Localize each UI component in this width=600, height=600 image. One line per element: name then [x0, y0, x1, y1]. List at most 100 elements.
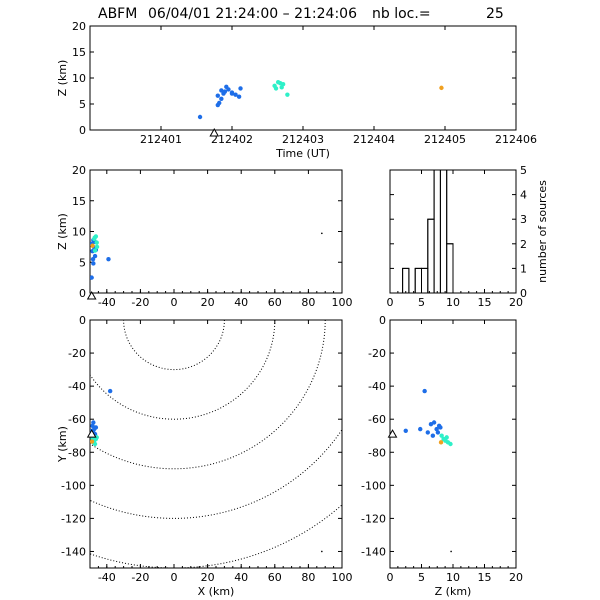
y-tick-label: 10 — [72, 226, 86, 239]
source-point — [438, 425, 443, 430]
y-tick-label: 5 — [79, 98, 86, 111]
x-tick-label: 212401 — [140, 133, 182, 146]
x-tick-label: 212405 — [424, 133, 466, 146]
station-triangle-icon — [209, 127, 220, 137]
stray-mark — [450, 550, 452, 553]
x-tick-label: 80 — [301, 296, 315, 309]
y-tick-label: 15 — [72, 195, 86, 208]
y-tick-label: 0 — [520, 287, 527, 300]
panel-time-height: 212401 212402 212403 212404 212405 212406 0 5 10… — [56, 20, 537, 160]
y-tick-label: -40 — [368, 380, 386, 393]
source-point — [219, 88, 224, 93]
y-tick-label: 0 — [79, 314, 86, 327]
x-tick-label: 20 — [201, 571, 215, 584]
source-point — [94, 240, 99, 245]
plot-content — [403, 388, 453, 553]
x-tick-label: 100 — [332, 571, 353, 584]
source-point — [425, 430, 430, 435]
x-tick-label: 60 — [268, 571, 282, 584]
source-point — [430, 433, 436, 438]
source-point — [94, 244, 100, 250]
x-tick-label: -20 — [131, 571, 149, 584]
source-point — [92, 235, 97, 240]
source-point — [90, 275, 94, 280]
source-point — [448, 441, 453, 447]
histogram-bar — [446, 243, 454, 293]
source-point — [285, 92, 290, 97]
x-tick-label: 5 — [418, 296, 425, 309]
histogram-bar — [421, 267, 429, 293]
source-point — [90, 439, 95, 444]
y-tick-label: -80 — [368, 446, 386, 459]
plot-frame — [89, 319, 343, 569]
source-point — [434, 426, 439, 432]
y-tick-label: 1 — [520, 262, 527, 275]
source-point — [215, 93, 220, 98]
source-point — [439, 433, 444, 438]
x-tick-label: 0 — [387, 571, 394, 584]
y-tick-label: 0 — [379, 314, 386, 327]
source-point — [222, 89, 228, 94]
y-axis-label: number of sources — [536, 180, 549, 283]
source-point — [403, 428, 408, 433]
source-point — [197, 114, 203, 120]
x-tick-label: 20 — [201, 296, 215, 309]
panel-x-height: -40 -20 0 20 40 60 80 100 0 5 10 15 20 Z (km) — [56, 164, 353, 309]
histogram-bar — [439, 170, 448, 293]
stray-mark — [321, 550, 323, 553]
panel-height-y: 0 5 10 15 20 0 -20 -40 -60 -80 -100 -120 -140 Z (km) — [361, 314, 523, 598]
x-tick-label: 60 — [268, 296, 282, 309]
y-tick-label: -80 — [68, 446, 86, 459]
source-point — [422, 388, 427, 394]
station-triangle-icon — [86, 429, 97, 438]
y-tick-label: -120 — [361, 512, 386, 525]
y-tick-label: 15 — [72, 46, 86, 59]
y-tick-label: 2 — [520, 238, 527, 251]
x-tick-label: -40 — [98, 296, 116, 309]
source-point — [439, 85, 444, 91]
plot-content — [197, 79, 444, 120]
y-tick-label: -100 — [361, 479, 386, 492]
source-point — [107, 388, 113, 394]
plot-frame — [89, 25, 517, 131]
x-tick-label: 212404 — [353, 133, 395, 146]
plot-frame — [389, 319, 517, 569]
x-tick-label: 0 — [387, 296, 394, 309]
x-tick-label: 5 — [418, 571, 425, 584]
y-tick-label: 0 — [79, 124, 86, 137]
range-ring — [123, 320, 225, 371]
x-tick-label: 0 — [171, 571, 178, 584]
source-point — [91, 261, 96, 266]
x-tick-label: 15 — [478, 296, 492, 309]
station-triangle-icon — [86, 290, 97, 300]
x-tick-label: 10 — [446, 571, 460, 584]
source-point — [91, 420, 96, 425]
x-tick-label: 212406 — [495, 133, 537, 146]
source-point — [224, 84, 229, 90]
source-point — [233, 92, 238, 97]
histogram-bar — [433, 170, 441, 293]
range-ring — [90, 320, 276, 420]
source-point — [438, 440, 444, 445]
source-point — [238, 86, 243, 91]
x-tick-label: -20 — [131, 296, 149, 309]
x-tick-label: 40 — [234, 296, 248, 309]
source-point — [278, 81, 283, 86]
source-point — [90, 256, 96, 262]
x-axis-label: X (km) — [198, 585, 235, 598]
y-tick-label: -20 — [368, 347, 386, 360]
source-point — [431, 420, 437, 425]
y-tick-label: -140 — [61, 545, 86, 558]
plot-content — [90, 232, 323, 280]
y-axis-label: Z (km) — [56, 213, 69, 250]
source-point — [219, 96, 224, 102]
y-tick-label: 3 — [520, 213, 527, 226]
source-point — [217, 100, 222, 106]
y-tick-label: -60 — [68, 413, 86, 426]
x-tick-label: 10 — [446, 296, 460, 309]
source-point — [90, 423, 95, 429]
x-tick-label: -40 — [98, 571, 116, 584]
y-tick-label: -40 — [68, 380, 86, 393]
